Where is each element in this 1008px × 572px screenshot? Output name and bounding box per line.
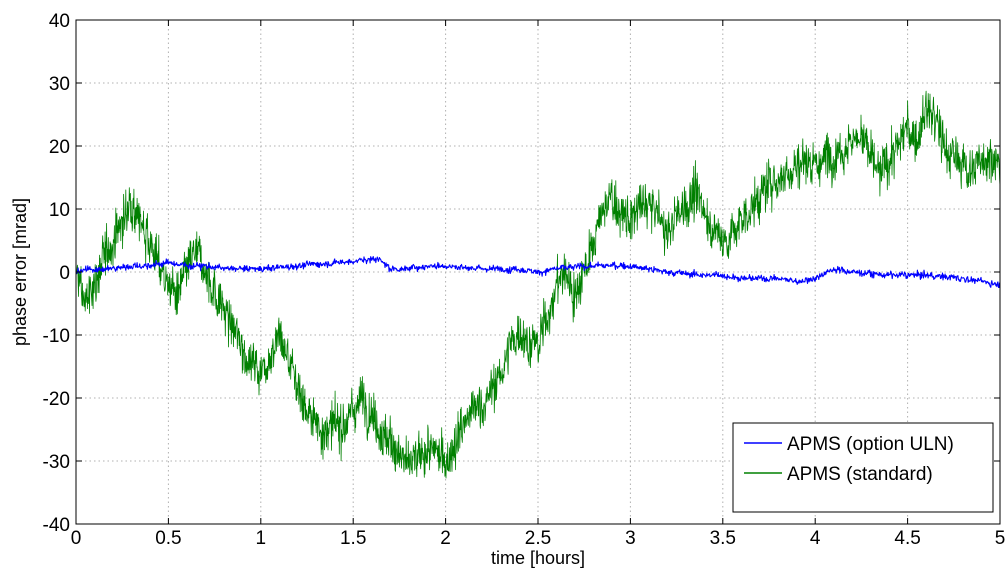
y-tick-label: -10 (43, 326, 70, 347)
x-tick-label: 5 (995, 528, 1006, 549)
y-tick-label: -30 (43, 452, 70, 473)
y-axis-label: phase error [mrad] (10, 198, 30, 346)
x-tick-label: 1.5 (340, 528, 366, 549)
y-tick-label: 0 (59, 263, 70, 284)
x-tick-label: 0.5 (155, 528, 181, 549)
legend-box (732, 422, 994, 513)
x-tick-label: 2.5 (525, 528, 551, 549)
x-tick-label: 2 (440, 528, 451, 549)
y-tick-label: 10 (49, 200, 70, 221)
ticks: 0 0.5 1 1.5 2 2.5 3 3.5 4 4.5 5 40 30 20 10 0 -10 -20 -30 -… (43, 11, 1006, 549)
legend-label-standard: APMS (standard) (787, 464, 933, 485)
x-tick-label: 3 (625, 528, 636, 549)
x-tick-label: 0 (71, 528, 82, 549)
series-layer (76, 90, 1000, 479)
y-tick-label: 40 (49, 11, 70, 32)
x-tick-label: 3.5 (710, 528, 736, 549)
x-tick-label: 4 (810, 528, 821, 549)
y-tick-label: 20 (49, 137, 70, 158)
series-line-uln (76, 255, 1000, 289)
legend-label-uln: APMS (option ULN) (787, 434, 954, 455)
x-axis-label: time [hours] (491, 548, 585, 568)
y-tick-label: -20 (43, 389, 70, 410)
x-tick-label: 4.5 (894, 528, 920, 549)
legend: APMS (option ULN) APMS (standard) (732, 422, 994, 513)
x-tick-label: 1 (256, 528, 267, 549)
y-tick-label: 30 (49, 74, 70, 95)
series-line-standard (76, 90, 1000, 479)
y-tick-label: -40 (43, 515, 70, 536)
